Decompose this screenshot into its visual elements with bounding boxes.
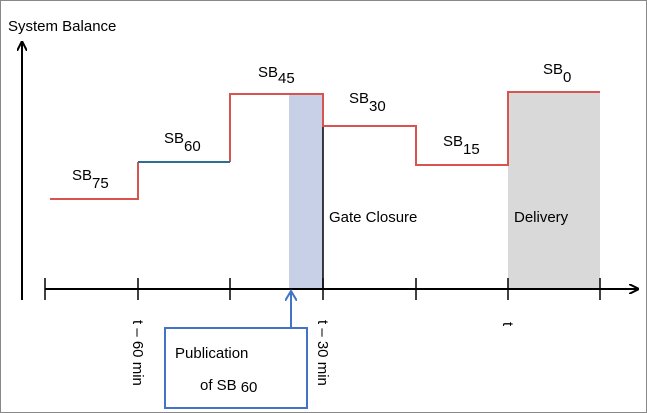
time-label: t – 60 min — [129, 320, 146, 386]
text-part: 15 — [463, 141, 480, 158]
title: System Balance — [8, 18, 116, 35]
text-part: SB — [543, 61, 563, 78]
gate-closure-label: Gate Closure — [329, 209, 417, 226]
publication-box — [164, 327, 308, 409]
text-part: 30 — [369, 98, 386, 115]
level-label: SB0 — [543, 61, 571, 86]
text-part: 60 — [241, 379, 258, 396]
publication-text: of SB 60 — [200, 377, 257, 396]
publication-text: Publication — [175, 345, 248, 362]
level-label: SB15 — [443, 133, 480, 158]
text-part: 75 — [92, 175, 109, 192]
text-part: SB — [164, 130, 184, 147]
delivery-label: Delivery — [514, 209, 569, 226]
text-part: 60 — [184, 138, 201, 155]
level-label: SB45 — [258, 64, 295, 87]
delivery-region — [508, 92, 600, 289]
text-part: 45 — [278, 70, 295, 87]
time-label: t – 30 min — [314, 320, 331, 386]
level-label: SB75 — [72, 167, 109, 192]
level-label: SB30 — [349, 90, 386, 115]
ticks — [44, 278, 601, 300]
text-part: SB — [443, 133, 463, 150]
text-part: of SB — [200, 377, 237, 394]
balance-step — [50, 91, 600, 200]
text-part: SB — [349, 90, 369, 107]
publication-window — [289, 94, 323, 289]
level-label: SB60 — [164, 130, 201, 155]
time-label: t — [499, 322, 516, 327]
text-part: 0 — [563, 69, 571, 86]
text-part: SB — [258, 64, 278, 81]
text-part: SB — [72, 167, 92, 184]
